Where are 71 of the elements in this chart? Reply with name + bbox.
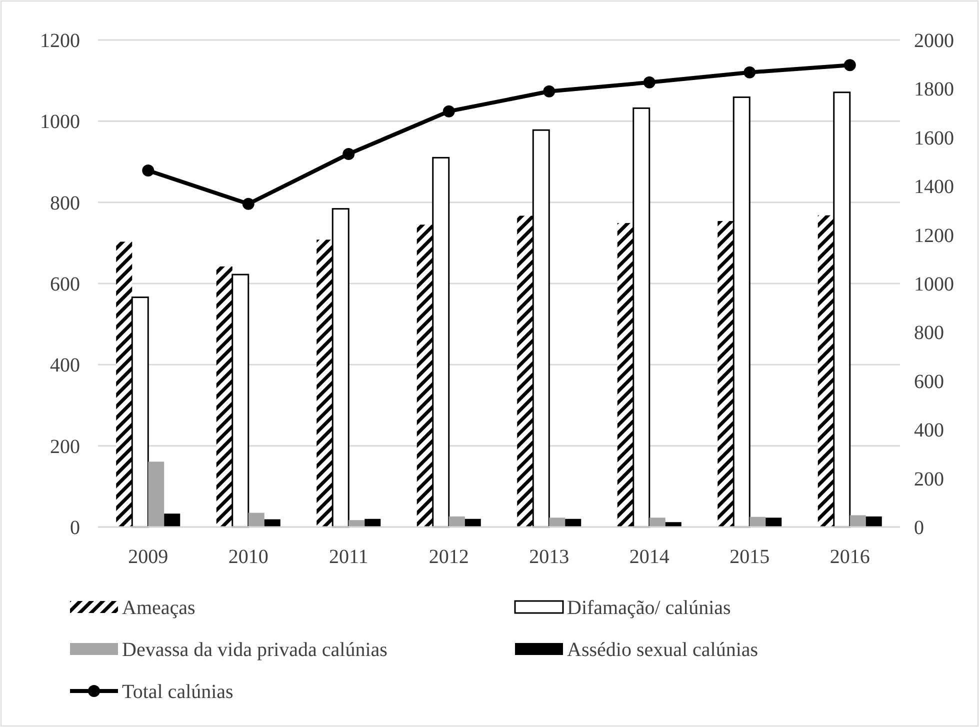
bar: [549, 518, 566, 527]
bar: [232, 274, 250, 528]
y-tick-label: 1000: [40, 111, 80, 134]
x-tick-label: 2016: [830, 546, 870, 568]
x-tick-label: 2011: [328, 546, 368, 568]
legend-label: Devassa da vida privada calúnias: [122, 639, 388, 661]
point: [844, 59, 856, 72]
bar: [732, 96, 750, 528]
bar: [432, 156, 450, 528]
bar: [833, 92, 851, 528]
bar: [364, 518, 381, 527]
point: [744, 66, 756, 78]
bar: [818, 215, 834, 527]
y2-tick-label: 1600: [914, 127, 954, 150]
y2-tick-label: 600: [914, 370, 944, 393]
y-tick-label: 400: [50, 354, 80, 377]
bar: [632, 107, 650, 528]
bar: [248, 512, 264, 527]
legend-label: Difamação/ calúnias: [567, 597, 732, 619]
legend-label: Assédio sexual calúnias: [567, 639, 758, 661]
bar: [216, 266, 232, 527]
bar: [565, 518, 582, 527]
bar: [148, 462, 164, 527]
legend-label: Ameaças: [122, 597, 196, 619]
bar: [517, 216, 534, 527]
bar: [131, 296, 149, 528]
bar: [264, 519, 280, 527]
bar: [164, 514, 180, 527]
bar: [665, 522, 682, 527]
x-tick-label: 2009: [128, 546, 168, 568]
y2-tick-label: 800: [914, 322, 944, 344]
y2-tick-label: 2000: [914, 30, 954, 52]
point: [442, 105, 455, 118]
x-tick-label: 2014: [629, 546, 670, 568]
bar: [464, 518, 481, 527]
bar: [766, 518, 782, 527]
y2-tick-label: 400: [914, 420, 944, 442]
bar: [332, 208, 350, 528]
y2-tick-label: 1400: [914, 176, 954, 198]
y-tick-label: 200: [50, 436, 80, 458]
point: [643, 76, 656, 88]
bar: [617, 223, 634, 527]
y-tick-label: 800: [50, 192, 80, 214]
y2-tick-label: 1800: [914, 78, 954, 101]
point: [342, 148, 355, 160]
bar: [448, 516, 465, 527]
bar: [532, 129, 550, 528]
bar: [750, 516, 766, 527]
x-tick-label: 2013: [529, 546, 570, 568]
bar: [649, 518, 666, 527]
bar: [348, 520, 365, 527]
x-tick-label: 2012: [428, 546, 469, 568]
y-tick-label: 600: [50, 274, 80, 296]
point: [242, 198, 254, 210]
y2-tick-label: 1000: [914, 274, 954, 296]
y2-tick-label: 0: [914, 517, 924, 539]
x-tick-label: 2010: [228, 546, 268, 568]
legend-label: Total calúnias: [122, 681, 234, 703]
y2-tick-label: 200: [914, 468, 944, 490]
bar: [718, 221, 734, 527]
bar: [316, 240, 333, 527]
x-tick-label: 2015: [730, 546, 770, 568]
y2-tick-label: 1200: [914, 224, 954, 247]
bar: [866, 516, 882, 527]
y-tick-label: 0: [70, 517, 80, 539]
bar: [116, 242, 132, 527]
y-tick-label: 1200: [40, 30, 80, 52]
point: [142, 164, 154, 177]
point: [543, 85, 556, 98]
bar: [850, 515, 866, 527]
bar: [416, 224, 433, 527]
